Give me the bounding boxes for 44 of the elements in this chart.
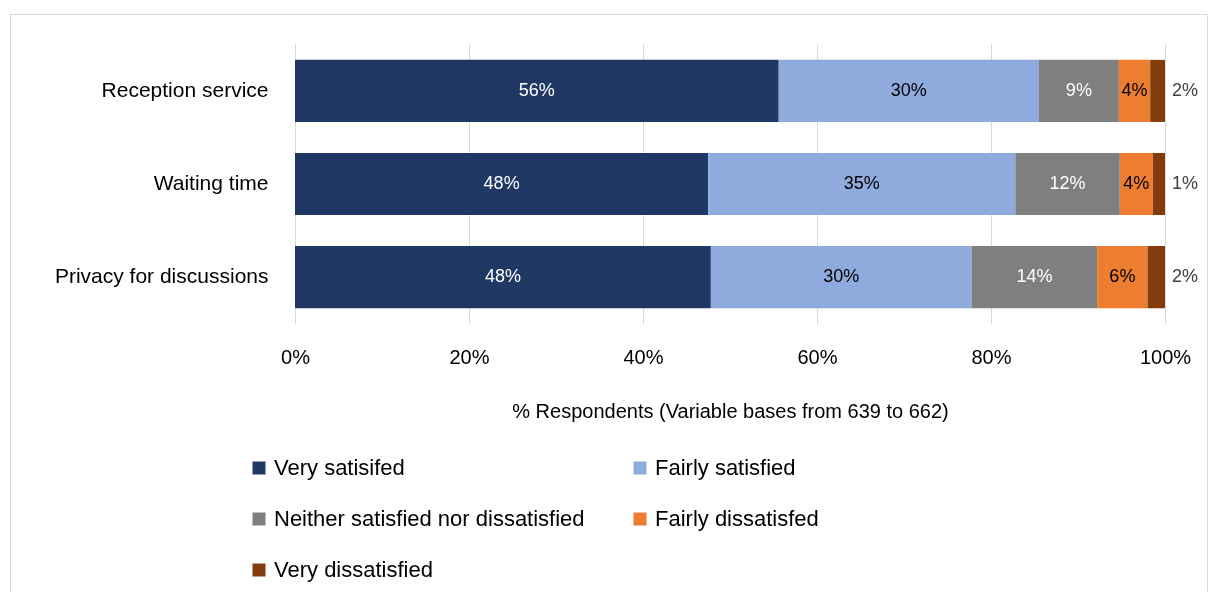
data-label: 48% (483, 173, 520, 193)
x-tick-label: 80% (971, 345, 1012, 368)
bar (778, 59, 1039, 122)
x-tick-label: 0% (281, 345, 311, 368)
legend-label: Neither satisfied nor dissatisfied (274, 506, 585, 531)
data-label: 4% (1123, 173, 1150, 193)
data-label: 1% (1172, 173, 1199, 193)
y-tick-label: Privacy for discussions (54, 264, 269, 288)
data-label: 6% (1109, 266, 1136, 287)
data-label: 35% (843, 173, 880, 193)
bar (1147, 246, 1165, 309)
bar (1097, 246, 1148, 309)
y-tick-label: Reception service (101, 77, 269, 101)
legend-label: Very satisifed (274, 455, 405, 480)
bar (1038, 59, 1119, 122)
bar (1152, 152, 1165, 216)
x-tick-label: 60% (797, 345, 838, 368)
data-label: 14% (1016, 266, 1053, 287)
bar (708, 152, 1016, 216)
data-label: 30% (823, 266, 860, 287)
legend-label: Very dissatisfied (274, 557, 433, 582)
legend-label: Fairly dissatisfed (655, 506, 819, 531)
data-label: 48% (484, 266, 521, 287)
legend-label: Fairly satisfied (655, 455, 796, 480)
bar (1119, 152, 1153, 216)
bar (971, 246, 1098, 309)
data-label: 56% (518, 79, 555, 100)
data-label: 2% (1172, 79, 1199, 100)
bar (295, 59, 779, 122)
bar (295, 152, 709, 216)
data-label: 30% (890, 79, 927, 100)
y-tick-label: Waiting time (153, 171, 269, 194)
data-label: 4% (1121, 79, 1148, 100)
x-axis-title: % Respondents (Variable bases from 639 to 662) (512, 399, 949, 422)
bar (1015, 152, 1120, 216)
data-label: 12% (1049, 173, 1086, 193)
x-tick-label: 100% (1139, 345, 1192, 368)
bar (1150, 59, 1165, 122)
data-label: 2% (1172, 266, 1199, 287)
x-tick-label: 20% (449, 345, 490, 368)
bar (295, 246, 711, 309)
bar (710, 246, 972, 309)
x-tick-label: 40% (623, 345, 664, 368)
data-label: 9% (1065, 79, 1092, 100)
